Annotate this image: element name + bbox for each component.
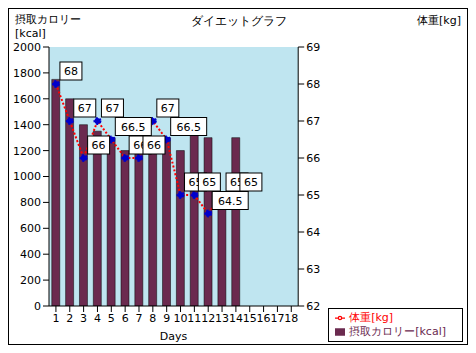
svg-text:13: 13 xyxy=(215,312,229,325)
svg-text:200: 200 xyxy=(20,274,41,287)
svg-text:7: 7 xyxy=(135,312,142,325)
svg-text:Days: Days xyxy=(160,330,188,343)
svg-text:11: 11 xyxy=(187,312,201,325)
svg-text:3: 3 xyxy=(80,312,87,325)
svg-text:5: 5 xyxy=(108,312,115,325)
svg-text:68: 68 xyxy=(306,78,320,91)
svg-text:66.5: 66.5 xyxy=(121,121,146,134)
svg-text:6: 6 xyxy=(122,312,129,325)
svg-text:15: 15 xyxy=(243,312,257,325)
svg-text:12: 12 xyxy=(201,312,215,325)
html-text:摂取カロリー [kcal]: 摂取カロリー [kcal] xyxy=(15,13,81,40)
svg-text:68: 68 xyxy=(64,65,78,78)
svg-text:14: 14 xyxy=(229,312,243,325)
svg-text:65: 65 xyxy=(188,176,203,189)
svg-text:1000: 1000 xyxy=(13,170,41,183)
html-text:摂取カロリー[kcal]: 摂取カロリー[kcal] xyxy=(349,325,446,338)
svg-text:10: 10 xyxy=(174,312,188,325)
svg-text:8: 8 xyxy=(149,312,156,325)
svg-text:1600: 1600 xyxy=(13,93,41,106)
svg-text:67: 67 xyxy=(306,115,320,128)
svg-text:400: 400 xyxy=(20,248,41,261)
svg-text:9: 9 xyxy=(163,312,170,325)
svg-text:600: 600 xyxy=(20,222,41,235)
svg-text:66: 66 xyxy=(147,139,161,152)
svg-text:65: 65 xyxy=(244,176,258,189)
html-text:ダイエットグラフ: ダイエットグラフ xyxy=(191,14,287,28)
svg-text:800: 800 xyxy=(20,196,41,209)
html-text:体重[kg]: 体重[kg] xyxy=(349,311,394,324)
svg-text:18: 18 xyxy=(284,312,298,325)
svg-text:17: 17 xyxy=(270,312,284,325)
svg-text:2: 2 xyxy=(66,312,73,325)
svg-text:1: 1 xyxy=(52,312,59,325)
svg-text:4: 4 xyxy=(94,312,101,325)
svg-text:66: 66 xyxy=(133,139,148,152)
svg-text:64.5: 64.5 xyxy=(218,195,243,208)
svg-text:67: 67 xyxy=(78,102,92,115)
svg-text:67: 67 xyxy=(105,102,119,115)
svg-text:65: 65 xyxy=(202,176,216,189)
svg-text:67: 67 xyxy=(161,102,175,115)
svg-text:66.5: 66.5 xyxy=(176,121,201,134)
svg-text:65: 65 xyxy=(306,189,320,202)
svg-text:66: 66 xyxy=(306,152,320,165)
svg-text:1800: 1800 xyxy=(13,67,41,80)
svg-text:62: 62 xyxy=(306,300,320,313)
svg-text:16: 16 xyxy=(257,312,271,325)
svg-text:69: 69 xyxy=(306,41,320,54)
svg-text:1400: 1400 xyxy=(13,119,41,132)
svg-text:0: 0 xyxy=(34,300,41,313)
svg-text:1200: 1200 xyxy=(13,145,41,158)
svg-text:66: 66 xyxy=(92,139,106,152)
svg-text:64: 64 xyxy=(306,226,320,239)
svg-text:65: 65 xyxy=(230,176,244,189)
svg-text:63: 63 xyxy=(306,263,320,276)
html-text:体重[kg]: 体重[kg] xyxy=(417,14,461,27)
svg-text:2000: 2000 xyxy=(13,41,41,54)
